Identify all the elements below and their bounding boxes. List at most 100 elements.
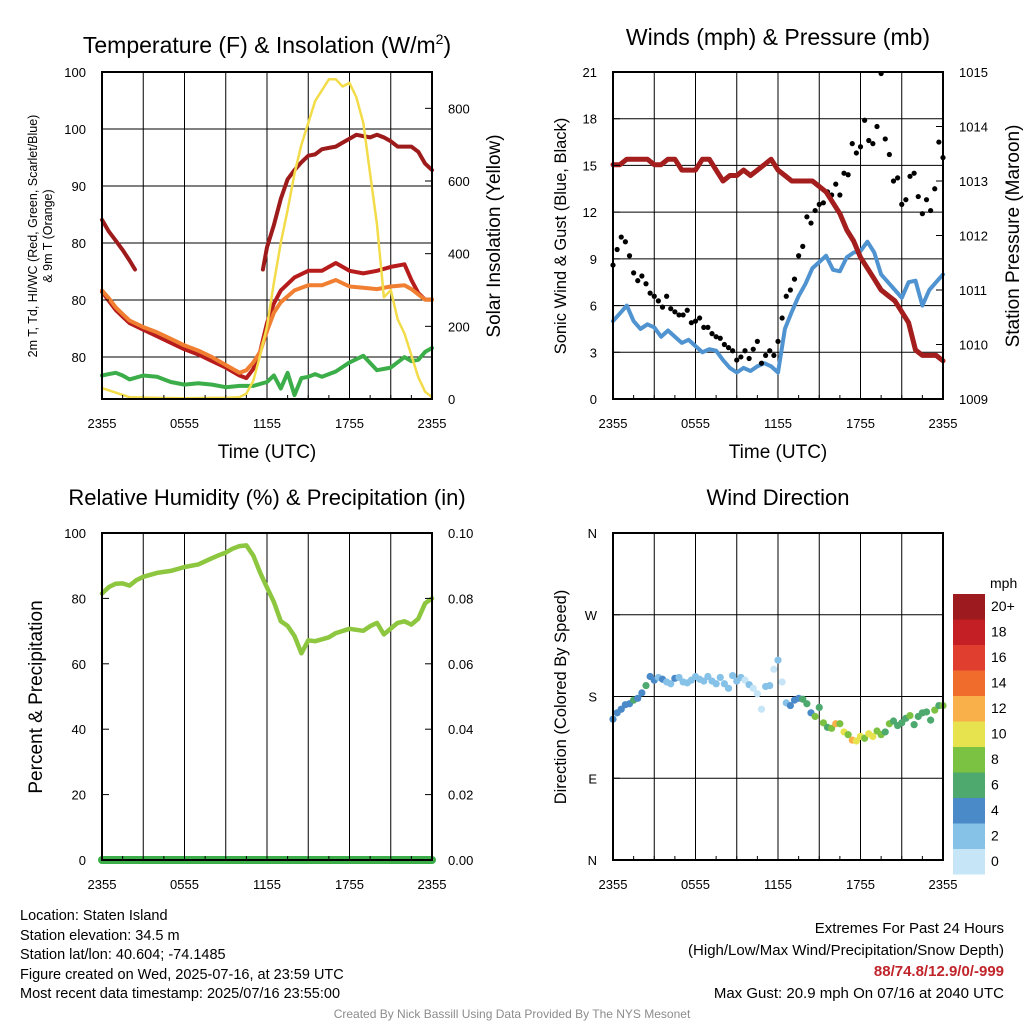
gust-point <box>919 211 925 217</box>
y-tick-label: E <box>588 771 597 786</box>
y-tick-label: 9 <box>590 252 597 267</box>
colorbar-swatch <box>953 594 985 620</box>
gust-point <box>767 348 773 354</box>
gust-point <box>647 290 653 296</box>
gust-point <box>643 281 649 287</box>
y-tick-label: 80 <box>72 591 86 606</box>
winds-title: Winds (mph) & Pressure (mb) <box>626 24 930 50</box>
gust-point <box>651 293 657 299</box>
direction-point <box>729 672 737 680</box>
gust-point <box>808 220 814 226</box>
y-tick-label: S <box>588 690 597 705</box>
temperature-grid <box>102 72 432 399</box>
direction-point <box>716 673 724 682</box>
gust-point <box>763 352 769 358</box>
x-tick-label: 1155 <box>253 877 281 892</box>
direction-point <box>724 684 733 692</box>
gust-point <box>688 320 694 326</box>
gust-point <box>668 306 674 312</box>
colorbar-swatch <box>953 823 985 849</box>
gust-point <box>639 273 645 279</box>
y2-tick-label: 0.00 <box>448 853 473 868</box>
gust-point <box>853 150 859 156</box>
x-tick-label: 1155 <box>253 416 281 431</box>
direction-point <box>638 689 646 697</box>
series-line <box>610 156 946 364</box>
winds-ylabel-left: Sonic Wind & Gust (Blue, Black) <box>552 118 570 355</box>
x-tick-label: 1155 <box>764 877 792 892</box>
x-tick-label: 2355 <box>929 416 958 431</box>
gust-point <box>734 357 740 363</box>
gust-point <box>915 193 921 200</box>
direction-point <box>712 680 720 688</box>
x-tick-label: 2355 <box>599 877 628 892</box>
gust-point <box>779 315 785 321</box>
y-tick-label: 18 <box>583 112 597 127</box>
temperature-title: Temperature (F) & Insolation (W/m2) <box>83 31 451 58</box>
gust-point <box>705 324 711 330</box>
gust-point <box>812 207 818 214</box>
gust-point <box>742 348 748 354</box>
x-tick-label: 0555 <box>170 416 199 431</box>
y2-tick-label: 1012 <box>959 229 988 244</box>
y2-tick-label: 1014 <box>959 120 988 135</box>
gust-point <box>899 201 905 207</box>
gust-point <box>820 200 826 206</box>
colorbar-label: 14 <box>991 675 1007 691</box>
gust-point <box>750 346 756 352</box>
gust-point <box>907 173 913 179</box>
colorbar-swatch <box>953 645 985 671</box>
y2-tick-label: 0.04 <box>448 722 473 737</box>
y-tick-label: 20 <box>72 788 86 803</box>
direction-point <box>757 705 766 713</box>
gust-point <box>758 360 765 366</box>
gust-point <box>862 117 868 123</box>
series-line <box>100 217 137 272</box>
gust-point <box>738 354 744 360</box>
gust-point <box>911 170 917 176</box>
x-tick-label: 2355 <box>599 416 628 431</box>
colorbar-label: 16 <box>991 649 1007 665</box>
gust-point <box>730 348 736 354</box>
gust-point <box>845 172 851 178</box>
y-tick-label: N <box>588 853 597 868</box>
colorbar-label: 20+ <box>991 598 1015 614</box>
colorbar-label: 4 <box>991 802 999 818</box>
gust-point <box>791 276 798 282</box>
colorbar-swatch <box>953 721 985 747</box>
credit-line: Created By Nick Bassill Using Data Provi… <box>333 1007 691 1021</box>
colorbar-label: 6 <box>991 777 999 793</box>
gust-point <box>725 345 732 351</box>
y-tick-label: 80 <box>72 236 86 251</box>
y2-tick-label: 0.06 <box>448 657 473 672</box>
direction-point <box>869 732 877 741</box>
gust-point <box>874 123 880 130</box>
y2-tick-label: 600 <box>448 174 470 189</box>
gust-point <box>631 270 637 276</box>
gust-point <box>787 287 793 293</box>
y2-tick-label: 1009 <box>959 392 988 407</box>
y-tick-label: 80 <box>72 293 86 308</box>
recent-timestamp: Most recent data timestamp: 2025/07/16 2… <box>20 986 341 1003</box>
gust-point <box>890 178 897 184</box>
winds-axes: 2355 0555 1155 1755 235503691215182110091010… <box>583 65 988 431</box>
gust-point <box>932 186 938 192</box>
direction-point <box>910 721 918 729</box>
y2-tick-label: 1011 <box>959 283 987 298</box>
y-tick-label: 100 <box>64 122 86 137</box>
max-gust: Max Gust: 20.9 mph On 07/16 at 2040 UTC <box>713 984 1004 1002</box>
y-tick-label: 90 <box>72 179 86 194</box>
winds-grid <box>613 72 943 399</box>
direction-point <box>634 694 642 702</box>
y2-tick-label: 800 <box>448 101 470 116</box>
x-tick-label: 1755 <box>335 416 364 431</box>
winds-ylabel-right: Station Pressure (Maroon) <box>1003 125 1024 348</box>
y-tick-label: 100 <box>64 526 86 541</box>
gust-point <box>676 312 682 318</box>
x-tick-label: 2355 <box>88 416 117 431</box>
colorbar-swatch <box>953 619 985 645</box>
gust-point <box>701 324 707 330</box>
x-tick-label: 1155 <box>764 416 792 431</box>
y-tick-label: W <box>585 608 598 623</box>
